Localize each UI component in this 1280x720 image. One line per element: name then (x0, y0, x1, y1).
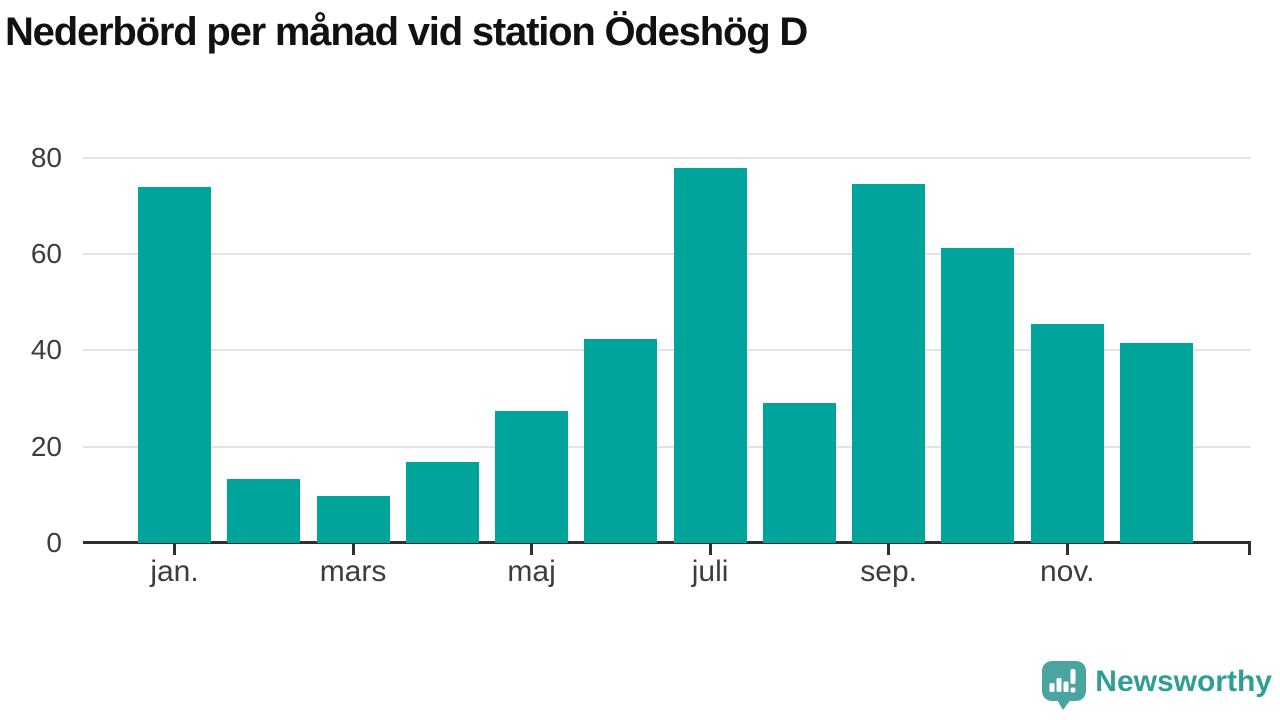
bar (852, 183, 926, 543)
x-tick-label: juli (691, 555, 729, 588)
x-tick-mark (1065, 544, 1069, 555)
y-axis: 0 20 40 60 80 (0, 141, 62, 558)
x-tick-label: nov. (1039, 555, 1095, 588)
x-tick-label: sep. (860, 555, 918, 588)
bar (941, 248, 1015, 543)
x-axis-line (83, 541, 1251, 544)
y-tick-label: 40 (30, 334, 62, 366)
x-tick-mark (887, 544, 891, 555)
bar (138, 186, 211, 543)
x-tick-mark (530, 544, 534, 555)
gridline (83, 253, 1251, 256)
x-tick-label: jan. (150, 555, 199, 588)
bar (673, 168, 747, 543)
bar (405, 461, 479, 543)
gridline (83, 156, 1251, 159)
y-tick-label: 80 (30, 141, 62, 173)
x-tick-mark (173, 544, 176, 555)
x-tick-mark (351, 544, 355, 555)
bar (316, 496, 390, 543)
y-tick-label: 0 (46, 527, 62, 558)
y-tick-label: 60 (30, 238, 62, 270)
gridline (83, 349, 1251, 352)
bar (584, 339, 658, 543)
bar (762, 402, 836, 543)
x-tick-mark (708, 544, 712, 555)
y-tick-label: 20 (30, 430, 62, 462)
x-tick-label: mars (319, 555, 387, 588)
x-axis-end-tick (1248, 544, 1251, 555)
gridline (83, 445, 1251, 448)
bar (495, 411, 569, 543)
bar (1030, 324, 1104, 543)
newsworthy-logo-text: Newsworthy (1095, 665, 1272, 698)
bar (227, 479, 301, 543)
newsworthy-logo[interactable]: Newsworthy (1042, 661, 1272, 716)
x-tick-label: maj (507, 555, 556, 588)
bar-chart-speech-bubble-icon (1042, 661, 1087, 716)
plot-area: jan. mars maj juli sep. nov. (83, 143, 1251, 588)
page-title: Nederbörd per månad vid station Ödeshög … (5, 10, 808, 54)
bar (1119, 342, 1193, 543)
